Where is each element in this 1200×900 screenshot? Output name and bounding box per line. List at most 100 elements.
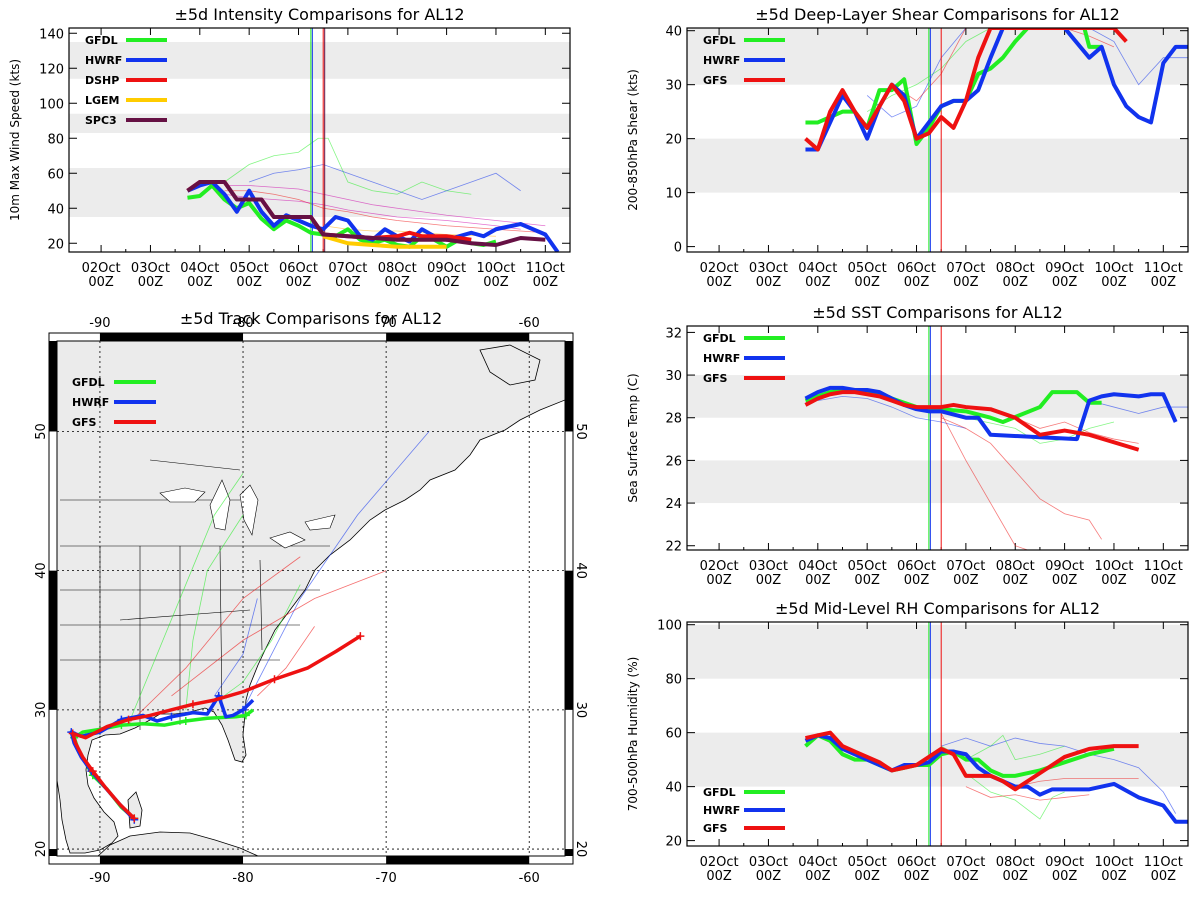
rh-legend-label: HWRF: [703, 804, 740, 817]
track-border-bar: [49, 849, 57, 856]
intensity-ytick-label: 120: [39, 62, 64, 77]
sst-chart: ±5d SST Comparisons for AL12 Sea Surface …: [626, 303, 1189, 588]
intensity-xtick-hour: 00Z: [434, 275, 460, 290]
sst-member-line: [940, 413, 1028, 550]
rh-xtick-hour: 00Z: [1101, 869, 1127, 884]
track-lat-label-right: 40: [573, 562, 588, 579]
track-border-bar: [99, 856, 244, 864]
shear-xtick-hour: 00Z: [756, 275, 782, 290]
sst-xtick-hour: 00Z: [756, 573, 782, 588]
sst-ytick-label: 28: [665, 412, 682, 427]
intensity-xtick-hour: 00Z: [138, 275, 164, 290]
shear-xtick-label: 02Oct: [700, 261, 739, 276]
intensity-member-line: [224, 190, 546, 234]
intensity-xtick-hour: 00Z: [335, 275, 361, 290]
shear-xtick-label: 10Oct: [1094, 261, 1133, 276]
track-position-marker: [239, 705, 248, 714]
shear-xtick-label: 03Oct: [749, 261, 788, 276]
rh-xtick-label: 06Oct: [897, 855, 936, 870]
sst-series-hwrf: [804, 385, 1178, 442]
cuba-land: [97, 831, 259, 856]
rh-ytick-label: 40: [665, 781, 682, 796]
rh-xtick-hour: 00Z: [805, 869, 831, 884]
rh-ylabel: 700-500hPa Humidity (%): [626, 657, 640, 812]
track-lat-label-left: 20: [34, 841, 49, 858]
sst-ytick-label: 26: [665, 454, 682, 469]
rh-xtick-hour: 00Z: [1052, 869, 1078, 884]
track-lat-label-right: 50: [573, 423, 588, 440]
track-position-marker: [241, 711, 250, 720]
sst-xtick-hour: 00Z: [904, 573, 930, 588]
track-legend-label: GFDL: [72, 376, 105, 389]
track-border-bar: [386, 856, 530, 864]
track-lat-label-left: 30: [34, 702, 49, 719]
shear-xtick-label: 06Oct: [897, 261, 936, 276]
intensity-member-line: [224, 185, 546, 227]
intensity-legend-label: SPC3: [85, 114, 117, 127]
sst-member-line: [965, 417, 1115, 444]
rh-legend-label: GFDL: [703, 786, 736, 799]
intensity-title: ±5d Intensity Comparisons for AL12: [174, 5, 464, 24]
shear-legend-label: HWRF: [703, 54, 740, 67]
intensity-xtick-hour: 00Z: [533, 275, 559, 290]
track-member-line: [128, 473, 244, 724]
sst-xtick-hour: 00Z: [706, 573, 732, 588]
state-borders: [60, 459, 330, 735]
track-lon-label-top: -60: [519, 316, 540, 331]
shear-xtick-hour: 00Z: [854, 275, 880, 290]
sst-frame: [686, 325, 1189, 551]
intensity-xtick-label: 04Oct: [180, 261, 219, 276]
shear-xtick-label: 11Oct: [1144, 261, 1183, 276]
newfoundland-land: [479, 344, 541, 386]
track-position-marker: [167, 712, 176, 721]
track-legend-label: GFS: [72, 416, 97, 429]
track-member-line: [214, 598, 258, 697]
rh-member-line: [965, 786, 1090, 801]
track-lon-label-bottom: -90: [89, 871, 110, 886]
track-member-line: [214, 584, 301, 704]
track-position-marker: [188, 700, 197, 709]
intensity-ylabel: 10m Max Wind Speed (kts): [8, 59, 22, 221]
shear-xtick-hour: 00Z: [1101, 275, 1127, 290]
track-border-bar: [49, 341, 57, 432]
track-lat-label-left: 50: [34, 423, 49, 440]
track-position-marker: [68, 729, 77, 738]
sst-legend-label: GFDL: [703, 332, 736, 345]
rh-chart: ±5d Mid-Level RH Comparisons for AL12 700…: [626, 599, 1189, 884]
sst-title: ±5d SST Comparisons for AL12: [812, 303, 1063, 322]
sst-ylabel: Sea Surface Temp (C): [626, 373, 640, 502]
rh-series-hwrf: [804, 733, 1188, 824]
track-position-marker: [88, 767, 97, 776]
shear-xtick-hour: 00Z: [1003, 275, 1029, 290]
shear-ytick-label: 40: [665, 25, 682, 40]
rh-ytick-label: 60: [665, 727, 682, 742]
rh-legend-label: GFS: [703, 822, 728, 835]
shear-frame: [686, 27, 1189, 253]
sst-xtick-hour: 00Z: [1003, 573, 1029, 588]
track-position-marker: [356, 632, 365, 641]
track-border-bar: [565, 570, 573, 710]
sst-xtick-label: 04Oct: [798, 559, 837, 574]
shear-xtick-label: 09Oct: [1045, 261, 1084, 276]
sst-xtick-label: 07Oct: [946, 559, 985, 574]
sst-band-0: [687, 460, 1188, 504]
intensity-xtick-hour: 00Z: [286, 275, 312, 290]
track-border-bar: [565, 849, 573, 856]
track-member-line: [257, 626, 315, 697]
track-lat-label-right: 30: [573, 702, 588, 719]
rh-xtick-hour: 00Z: [904, 869, 930, 884]
land-mass: [57, 341, 565, 856]
track-member-line: [128, 556, 301, 725]
intensity-xtick-label: 07Oct: [328, 261, 367, 276]
intensity-xtick-label: 02Oct: [82, 261, 121, 276]
sst-xtick-label: 05Oct: [848, 559, 887, 574]
intensity-member-line: [224, 193, 521, 230]
sst-xtick-hour: 00Z: [1052, 573, 1078, 588]
shear-ylabel: 200-850hPa Shear (kts): [626, 69, 640, 211]
rh-xtick-label: 05Oct: [848, 855, 887, 870]
intensity-ytick-label: 140: [39, 27, 64, 42]
shear-ytick-label: 10: [665, 187, 682, 202]
track-legend-label: HWRF: [72, 396, 109, 409]
track-member-line: [185, 514, 244, 710]
